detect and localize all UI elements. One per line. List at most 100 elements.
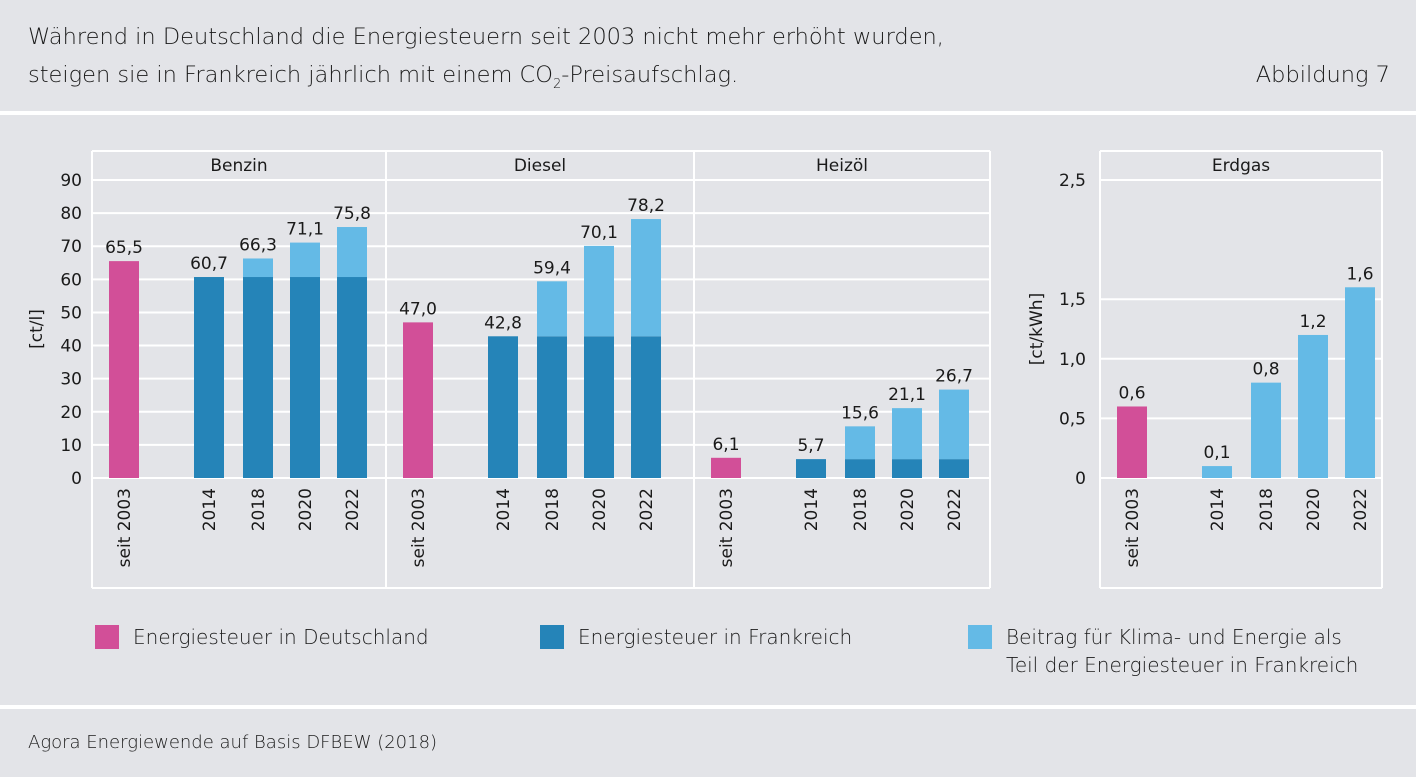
y-tick-label: 10 [60, 436, 82, 456]
bar-climate [584, 245, 614, 337]
bar-fr [194, 277, 224, 478]
legend-swatch-de [95, 625, 119, 649]
data-label: 26,7 [935, 367, 973, 387]
y-tick-label: 90 [60, 171, 82, 191]
footer-divider [0, 705, 1416, 709]
data-label: 15,6 [841, 403, 879, 423]
category-label: 2022 [945, 488, 965, 531]
category-label: seit 2003 [409, 488, 429, 567]
bar-climate [537, 281, 567, 337]
y-tick-label: 50 [60, 303, 82, 323]
bar-climate [631, 219, 661, 337]
data-label: 59,4 [533, 258, 571, 278]
data-label: 47,0 [399, 299, 437, 319]
bar-fr [796, 459, 826, 478]
bar-climate [1345, 287, 1375, 478]
bar-fr [892, 459, 922, 478]
category-label: 2022 [343, 488, 363, 531]
category-label: 2020 [590, 488, 610, 531]
category-label: 2014 [494, 488, 514, 531]
bar-fr [337, 277, 367, 478]
data-label: 0,1 [1203, 443, 1230, 463]
data-label: 1,6 [1346, 264, 1373, 284]
bar-climate [892, 408, 922, 460]
y-tick-label: 70 [60, 237, 82, 257]
category-label: 2020 [898, 488, 918, 531]
bar-climate [243, 258, 273, 278]
bar-de [711, 457, 741, 478]
y-tick-label: 20 [60, 403, 82, 423]
chart-title-line-2-start: steigen sie in Frankreich jährlich mit e… [28, 62, 553, 88]
y-tick-label: 40 [60, 337, 82, 357]
y-tick-label: 60 [60, 270, 82, 290]
data-label: 60,7 [190, 254, 228, 274]
data-label: 78,2 [627, 196, 665, 216]
data-label: 5,7 [797, 436, 824, 456]
panel-title: Diesel [514, 156, 566, 176]
figure-label: Abbildung 7 [1255, 62, 1390, 88]
legend-swatch-climate [968, 625, 992, 649]
bar-fr [845, 459, 875, 478]
legend-label-de: Energiesteuer in Deutschland [133, 625, 429, 649]
bar-fr [243, 277, 273, 478]
y-tick-label: 1,5 [1059, 290, 1086, 310]
panel-title: Heizöl [816, 156, 868, 176]
bar-fr [631, 336, 661, 478]
y-axis-label: [ct/kWh] [1027, 293, 1047, 365]
panel-title: Erdgas [1212, 156, 1270, 176]
data-label: 71,1 [286, 220, 324, 240]
bar-fr [488, 336, 518, 478]
legend-label-fr: Energiesteuer in Frankreich [578, 625, 853, 649]
data-label: 70,1 [580, 223, 618, 243]
legend-label-climate-line1: Beitrag für Klima- und Energie als [1006, 625, 1342, 649]
data-label: 21,1 [888, 385, 926, 405]
legend-label-climate-line2: Teil der Energiesteuer in Frankreich [1006, 653, 1359, 677]
y-tick-label: 80 [60, 204, 82, 224]
header: Während in Deutschland die Energiesteuer… [0, 0, 1416, 107]
category-label: 2018 [249, 488, 269, 531]
chart-area: 0 10 20 30 40 50 60 70 80 90 [ct/l] Benzin 65,5 seit … [27, 150, 1383, 589]
category-label: seit 2003 [115, 488, 135, 567]
data-label: 66,3 [239, 235, 277, 255]
bar-de [1117, 406, 1147, 478]
category-label: 2022 [1351, 488, 1371, 531]
data-label: 75,8 [333, 204, 371, 224]
bar-climate [1202, 466, 1232, 478]
bar-climate [845, 426, 875, 460]
y-tick-label: 0,5 [1059, 409, 1086, 429]
y-tick-label: 0 [1075, 469, 1086, 489]
y-tick-label: 0 [71, 469, 82, 489]
category-label: 2014 [1208, 488, 1228, 531]
data-label: 1,2 [1299, 312, 1326, 332]
bar-climate [939, 389, 969, 460]
chart-title-line-2-end: -Preisaufschlag. [561, 62, 739, 88]
bar-fr [537, 336, 567, 478]
y-tick-label: 2,5 [1059, 171, 1086, 191]
legend-swatch-fr [540, 625, 564, 649]
bar-climate [337, 227, 367, 278]
data-label: 42,8 [484, 313, 522, 333]
bar-fr [939, 459, 969, 478]
chart-title-line-1: Während in Deutschland die Energiesteuer… [28, 24, 944, 50]
header-divider [0, 111, 1416, 115]
category-label: 2014 [802, 488, 822, 531]
category-label: seit 2003 [717, 488, 737, 567]
bar-climate [1298, 334, 1328, 478]
category-label: 2014 [200, 488, 220, 531]
chart-title-line-2: steigen sie in Frankreich jährlich mit e… [28, 62, 738, 92]
panel-title: Benzin [210, 156, 267, 176]
bar-de [403, 322, 433, 478]
category-label: 2018 [543, 488, 563, 531]
category-label: seit 2003 [1123, 488, 1143, 567]
y-axis-label: [ct/l] [27, 309, 47, 349]
category-label: 2020 [1304, 488, 1324, 531]
bar-climate [1251, 382, 1281, 478]
category-label: 2018 [851, 488, 871, 531]
bar-climate [290, 242, 320, 278]
chart-title-subscript: 2 [552, 77, 562, 92]
category-label: 2020 [296, 488, 316, 531]
y-tick-label: 1,0 [1059, 350, 1086, 370]
y-tick-label: 30 [60, 370, 82, 390]
bar-fr [584, 336, 614, 478]
legend-label-climate: Beitrag für Klima- und Energie als Teil … [1006, 623, 1358, 679]
